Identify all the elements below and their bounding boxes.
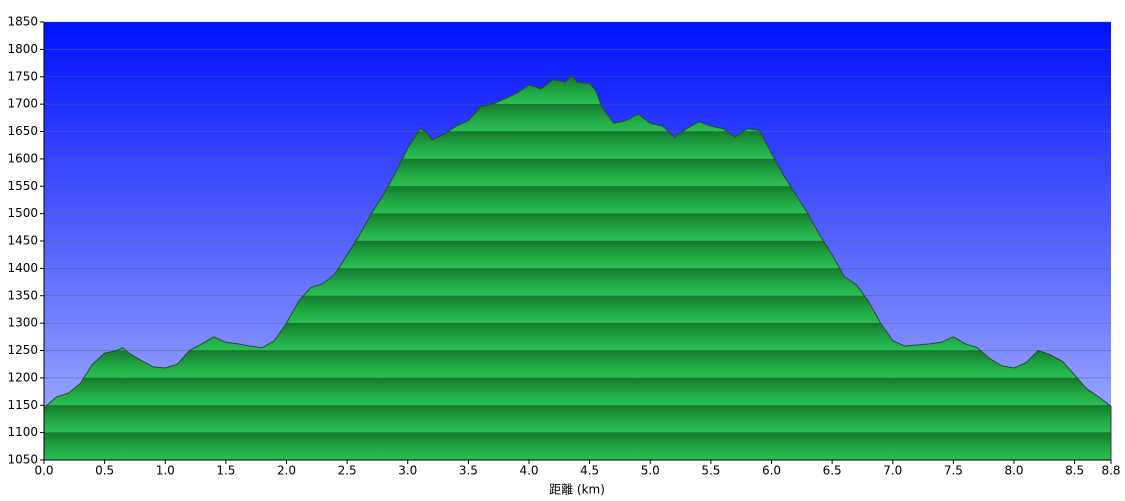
- x-tick-label: 6.5: [823, 464, 842, 478]
- x-tick-label: 5.0: [641, 464, 660, 478]
- x-tick-label: 2.0: [277, 464, 296, 478]
- x-tick-label: 8.0: [1004, 464, 1023, 478]
- y-tick-label: 1450: [7, 234, 38, 248]
- y-tick-label: 1100: [7, 425, 38, 439]
- x-tick-label: 0.0: [34, 464, 53, 478]
- y-tick-label: 1850: [7, 15, 38, 29]
- y-tick-label: 1150: [7, 398, 38, 412]
- y-tick-label: 1500: [7, 206, 38, 220]
- x-tick-label: 0.5: [95, 464, 114, 478]
- y-tick-label: 1550: [7, 179, 38, 193]
- x-tick-label: 8.5: [1065, 464, 1084, 478]
- y-tick-label: 1400: [7, 261, 38, 275]
- x-axis-label: 距離 (km): [549, 483, 605, 497]
- x-tick-label: 3.5: [459, 464, 478, 478]
- x-tick-label: 3.0: [398, 464, 417, 478]
- x-tick-label: 8.8: [1101, 464, 1120, 478]
- x-tick-label: 4.5: [580, 464, 599, 478]
- x-tick-label: 6.0: [762, 464, 781, 478]
- y-tick-label: 1050: [7, 453, 38, 467]
- x-tick-label: 7.5: [944, 464, 963, 478]
- elevation-area: [43, 74, 1112, 461]
- x-tick-label: 1.0: [156, 464, 175, 478]
- x-tick-label: 5.5: [701, 464, 720, 478]
- x-tick-label: 1.5: [216, 464, 235, 478]
- y-tick-label: 1650: [7, 124, 38, 138]
- y-tick-label: 1750: [7, 69, 38, 83]
- x-tick-label: 2.5: [338, 464, 357, 478]
- y-tick-label: 1800: [7, 42, 38, 56]
- x-tick-label: 7.0: [883, 464, 902, 478]
- x-tick-label: 4.0: [519, 464, 538, 478]
- y-tick-label: 1300: [7, 316, 38, 330]
- y-tick-label: 1350: [7, 288, 38, 302]
- y-tick-label: 1250: [7, 343, 38, 357]
- y-tick-label: 1600: [7, 151, 38, 165]
- y-tick-label: 1700: [7, 97, 38, 111]
- y-tick-label: 1200: [7, 370, 38, 384]
